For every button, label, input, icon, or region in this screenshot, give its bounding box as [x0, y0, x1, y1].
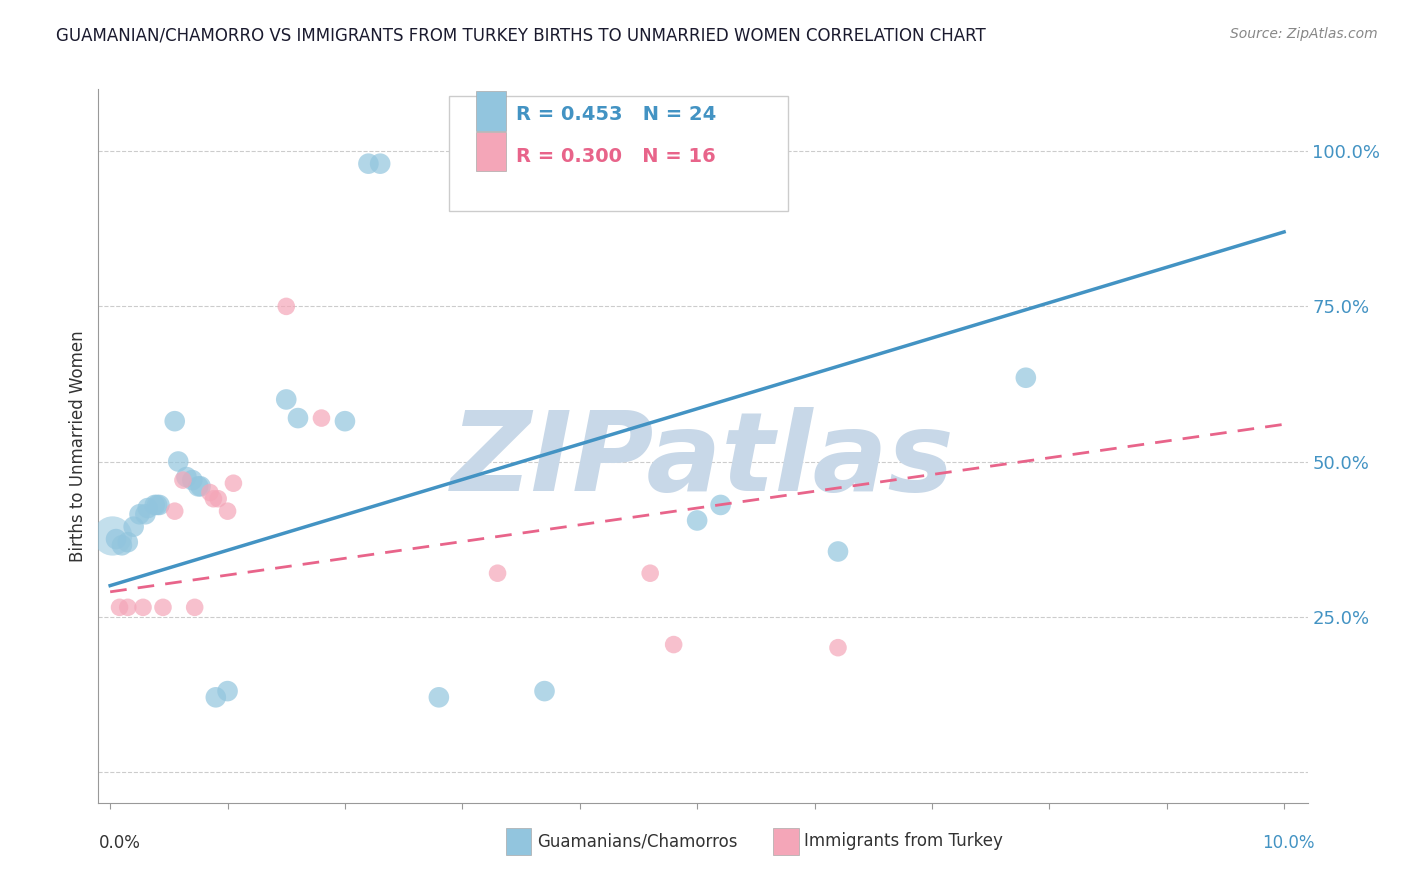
Text: 10.0%: 10.0% [1263, 834, 1315, 852]
Point [204, 690, 226, 705]
Point [202, 491, 225, 506]
Point [357, 156, 380, 170]
Point [827, 640, 849, 655]
Point [222, 476, 245, 491]
Text: ZIPatlas: ZIPatlas [451, 407, 955, 514]
Point [132, 600, 155, 615]
Point [333, 414, 356, 428]
Point [117, 535, 139, 549]
Point [101, 529, 124, 543]
Point [207, 491, 229, 506]
Point [198, 485, 221, 500]
Point [217, 504, 239, 518]
Point [108, 600, 131, 615]
Point [172, 473, 194, 487]
Point [662, 638, 685, 652]
Point [122, 519, 145, 533]
Point [187, 479, 209, 493]
Point [146, 498, 169, 512]
Point [827, 544, 849, 558]
Point [181, 473, 204, 487]
Text: 0.0%: 0.0% [98, 834, 141, 852]
Point [276, 299, 298, 313]
Point [105, 532, 128, 546]
Point [276, 392, 298, 407]
Point [111, 538, 134, 552]
Point [148, 498, 170, 512]
Point [117, 600, 139, 615]
Point [183, 600, 205, 615]
Point [217, 684, 239, 698]
Point [152, 600, 174, 615]
Point [486, 566, 509, 581]
Point [190, 479, 212, 493]
Text: Guamanians/Chamorros: Guamanians/Chamorros [537, 832, 738, 850]
Text: R = 0.300   N = 16: R = 0.300 N = 16 [516, 147, 716, 167]
Point [368, 156, 391, 170]
Point [143, 498, 166, 512]
Y-axis label: Births to Unmarried Women: Births to Unmarried Women [69, 330, 87, 562]
Point [163, 504, 186, 518]
Bar [475, 132, 506, 171]
Point [167, 454, 190, 468]
Point [686, 513, 709, 527]
Point [128, 508, 150, 522]
Text: Source: ZipAtlas.com: Source: ZipAtlas.com [1230, 27, 1378, 41]
Point [136, 501, 159, 516]
Point [134, 508, 156, 522]
FancyBboxPatch shape [449, 96, 787, 211]
Point [287, 411, 309, 425]
Point [638, 566, 661, 581]
Point [1015, 370, 1038, 384]
Text: GUAMANIAN/CHAMORRO VS IMMIGRANTS FROM TURKEY BIRTHS TO UNMARRIED WOMEN CORRELATI: GUAMANIAN/CHAMORRO VS IMMIGRANTS FROM TU… [56, 27, 986, 45]
Point [176, 470, 198, 484]
Point [533, 684, 555, 698]
Point [163, 414, 186, 428]
Point [311, 411, 333, 425]
Point [710, 498, 733, 512]
Text: R = 0.453   N = 24: R = 0.453 N = 24 [516, 104, 716, 124]
Bar [475, 91, 506, 130]
Text: Immigrants from Turkey: Immigrants from Turkey [804, 832, 1002, 850]
Point [427, 690, 450, 705]
